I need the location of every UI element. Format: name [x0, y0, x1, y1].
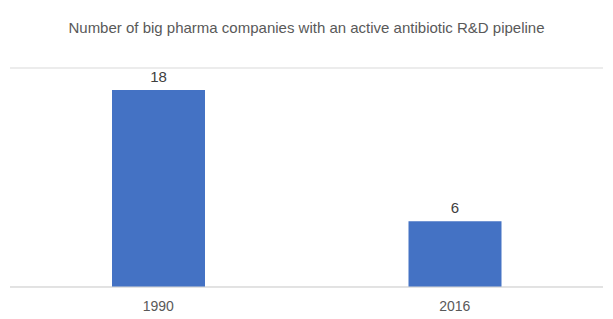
- html-text:Number of big pharma companies: Number of big pharma companies with an a…: [68, 19, 545, 36]
- svg-text:1990: 1990: [143, 298, 174, 314]
- svg-text:2016: 2016: [439, 298, 470, 314]
- svg-text:6: 6: [451, 199, 459, 216]
- svg-text:18: 18: [150, 68, 167, 85]
